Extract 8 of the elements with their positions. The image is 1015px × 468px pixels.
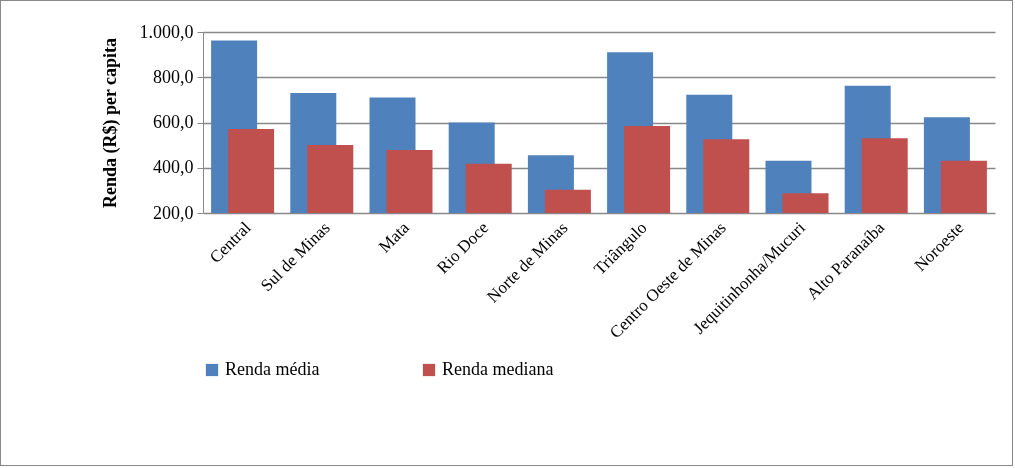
- y-axis-title: Renda (R$) per capita: [99, 37, 121, 209]
- y-tick-label: 200,0: [153, 202, 194, 223]
- y-tick-label: 800,0: [153, 66, 194, 87]
- y-tick-label: 600,0: [153, 112, 194, 132]
- legend-label: Renda média: [225, 359, 320, 379]
- y-tick-label: 1.000,0: [139, 21, 194, 42]
- legend-label: Renda mediana: [442, 359, 554, 379]
- y-tick-label: 400,0: [153, 157, 194, 178]
